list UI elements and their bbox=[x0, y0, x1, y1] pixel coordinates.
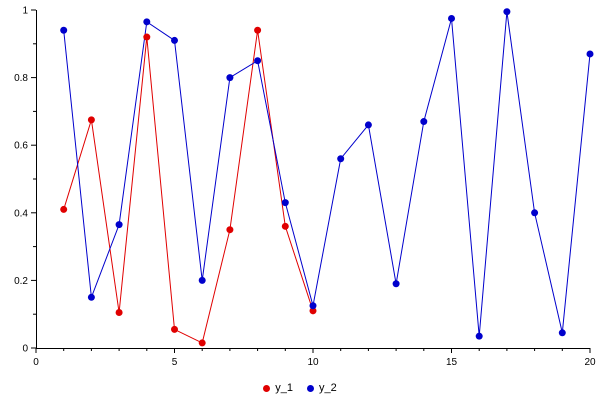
data-point-y_2 bbox=[475, 332, 483, 340]
legend-label-y1: y_1 bbox=[275, 382, 293, 394]
x-tick-label: 20 bbox=[584, 357, 596, 368]
data-point-y_1 bbox=[254, 26, 262, 34]
legend-item-y2: y_2 bbox=[307, 382, 337, 394]
data-point-y_2 bbox=[115, 221, 123, 229]
data-point-y_1 bbox=[281, 222, 289, 230]
data-point-y_2 bbox=[226, 74, 234, 82]
legend: y_1 y_2 bbox=[0, 382, 600, 394]
y-tick-label: 0 bbox=[22, 344, 28, 355]
data-point-y_1 bbox=[171, 325, 178, 333]
data-point-y_1 bbox=[87, 116, 95, 124]
data-point-y_2 bbox=[337, 155, 345, 163]
data-point-y_1 bbox=[143, 33, 151, 41]
data-point-y_2 bbox=[254, 57, 262, 65]
data-point-y_2 bbox=[171, 36, 178, 44]
data-point-y_1 bbox=[309, 307, 317, 315]
circle-marker-icon bbox=[307, 384, 314, 392]
data-point-y_1 bbox=[198, 339, 206, 347]
data-point-y_2 bbox=[198, 276, 206, 284]
data-point-y_2 bbox=[586, 50, 594, 58]
data-point-y_2 bbox=[392, 280, 400, 288]
data-point-y_2 bbox=[143, 18, 151, 26]
y-tick-label: 0.6 bbox=[14, 141, 28, 152]
y-tick-label: 0.8 bbox=[14, 73, 28, 84]
y-tick-label: 0.4 bbox=[14, 208, 28, 219]
data-point-y_2 bbox=[309, 302, 317, 310]
data-point-y_1 bbox=[60, 205, 68, 213]
data-point-y_2 bbox=[558, 329, 566, 337]
data-point-y_2 bbox=[281, 199, 289, 207]
circle-marker-icon bbox=[263, 384, 271, 392]
legend-item-y1: y_1 bbox=[263, 382, 293, 394]
data-point-y_2 bbox=[60, 26, 68, 34]
data-point-y_2 bbox=[503, 8, 511, 16]
data-point-y_2 bbox=[364, 121, 372, 129]
legend-label-y2: y_2 bbox=[319, 382, 337, 394]
x-tick-label: 0 bbox=[33, 357, 39, 368]
x-tick-label: 10 bbox=[307, 357, 319, 368]
data-point-y_2 bbox=[87, 293, 95, 301]
x-tick-label: 5 bbox=[172, 357, 178, 368]
y-tick-label: 0.2 bbox=[14, 276, 28, 287]
data-point-y_2 bbox=[448, 14, 455, 22]
y-tick-label: 1 bbox=[22, 6, 28, 17]
data-point-y_2 bbox=[531, 209, 539, 217]
data-point-y_2 bbox=[420, 118, 428, 126]
data-point-y_1 bbox=[226, 226, 234, 234]
series-line-y_2 bbox=[63, 11, 591, 337]
series-line-y_1 bbox=[63, 30, 314, 344]
data-point-y_1 bbox=[115, 309, 123, 317]
x-tick-label: 15 bbox=[446, 357, 458, 368]
